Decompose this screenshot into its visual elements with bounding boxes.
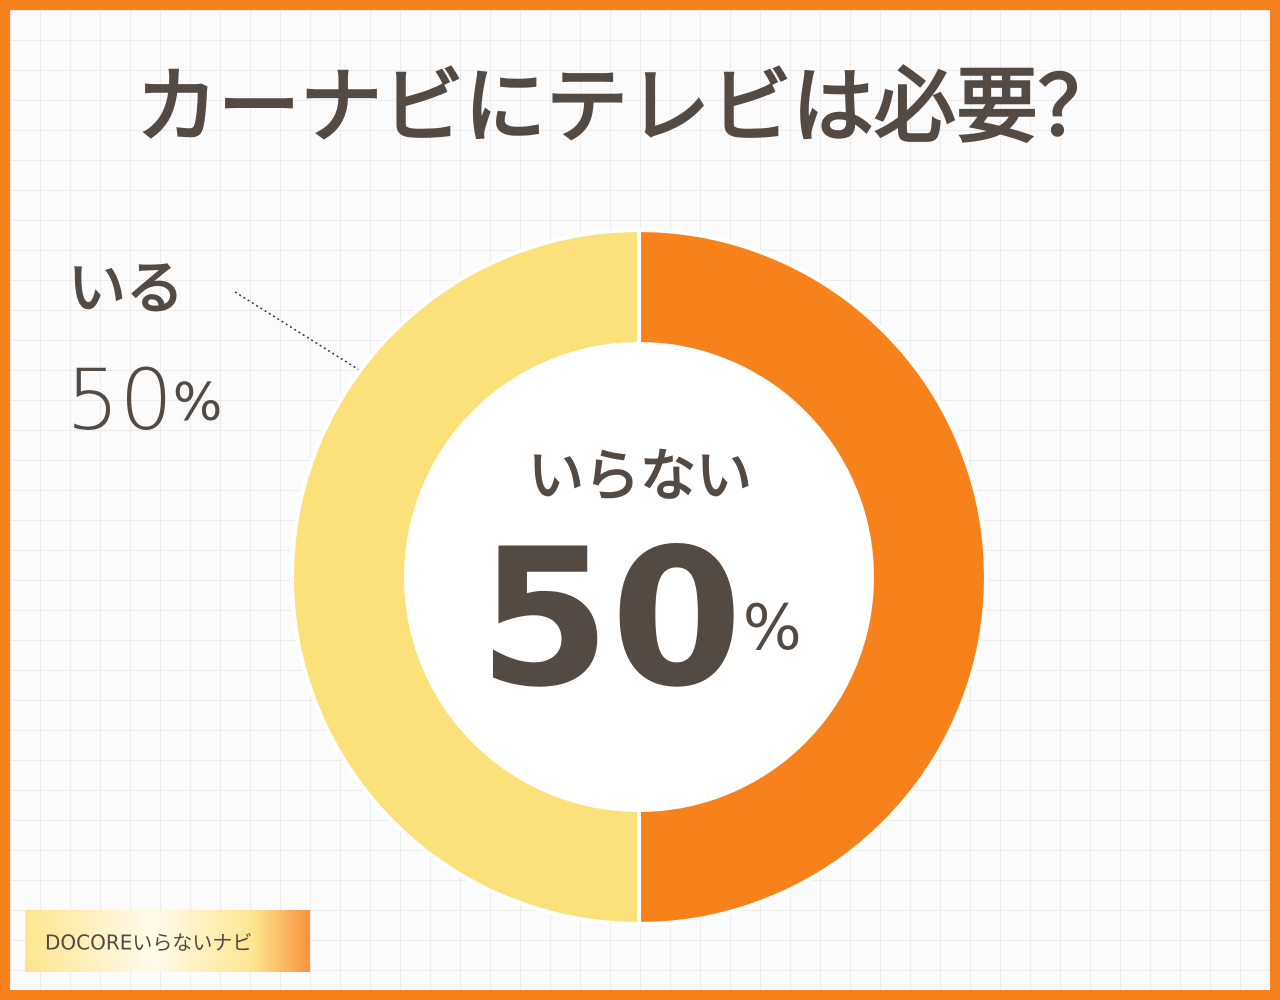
leader-line bbox=[234, 291, 381, 384]
category-label: いらない bbox=[528, 444, 752, 509]
category-label: いる bbox=[68, 254, 184, 322]
watermark-box bbox=[25, 910, 310, 972]
donut-hole bbox=[408, 346, 870, 808]
watermark: DOCOREいらないナビ bbox=[45, 931, 252, 955]
donut-slice bbox=[290, 227, 641, 927]
value-label: 50% bbox=[478, 508, 801, 729]
donut-slice bbox=[637, 227, 988, 927]
value-label: 50% bbox=[66, 351, 222, 449]
chart-title: カーナビにテレビは必要？ bbox=[136, 59, 1120, 154]
